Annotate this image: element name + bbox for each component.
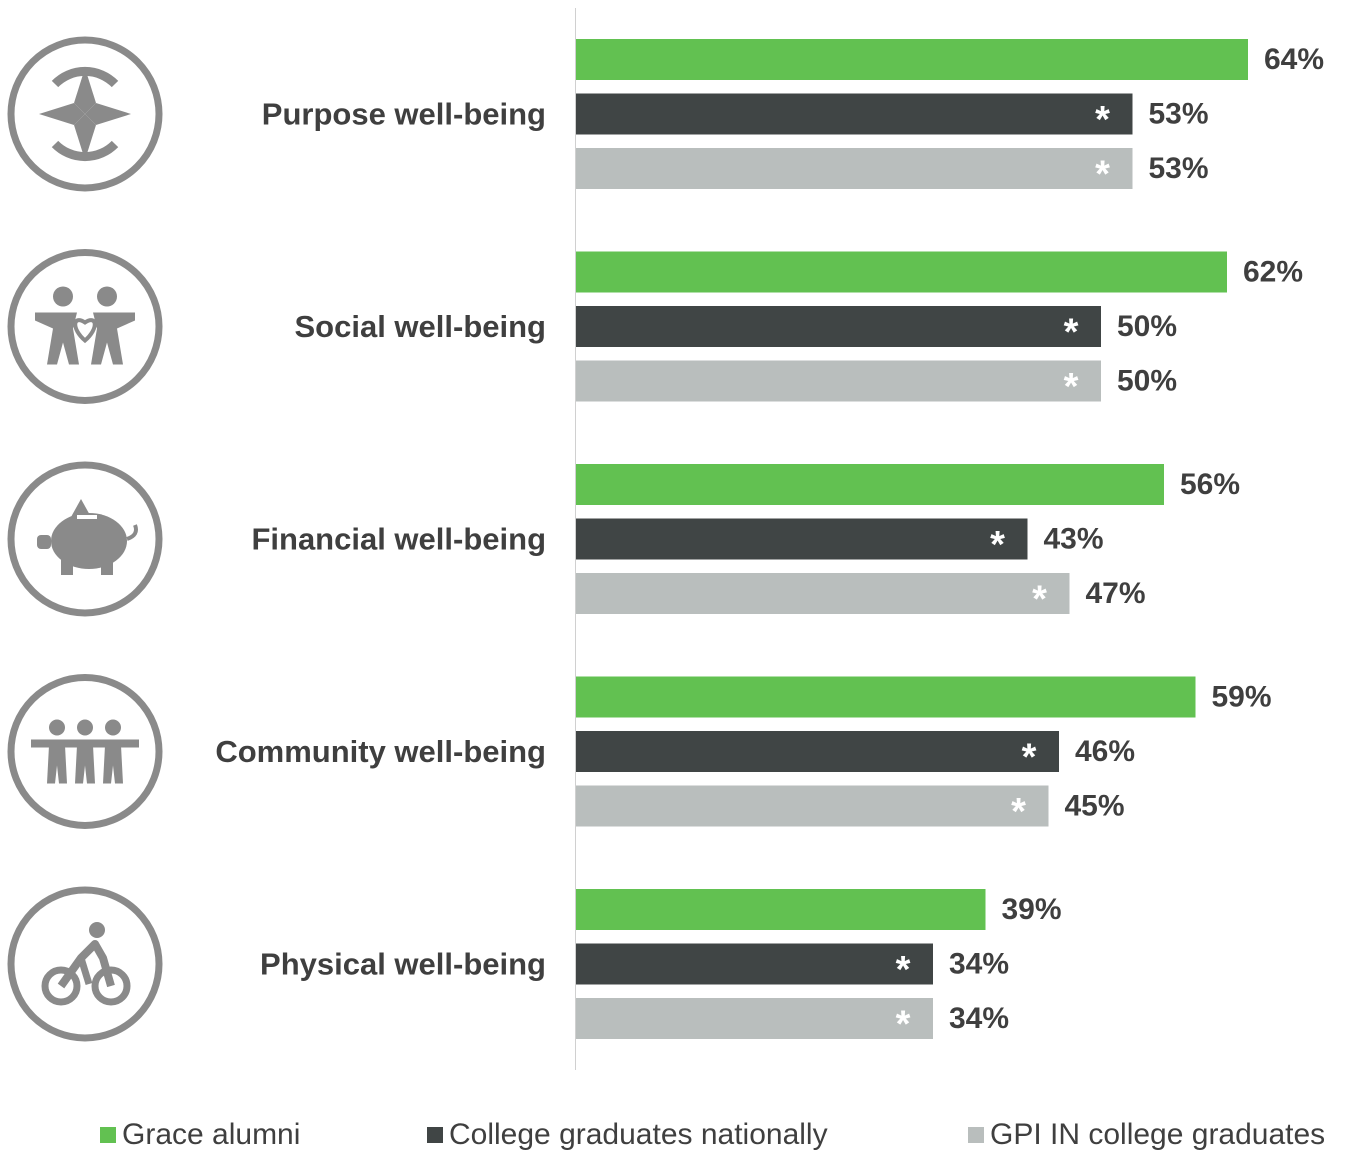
value-label-financial-well-being-gpi-in-college-graduates: 47% xyxy=(1086,577,1146,610)
significance-marker-purpose-well-being-gpi-in-college-graduates: * xyxy=(1095,154,1110,196)
significance-marker-social-well-being-college-graduates-nationally: * xyxy=(1064,312,1079,354)
legend-swatch-college-graduates-nationally xyxy=(427,1127,443,1143)
bar-purpose-well-being-grace-alumni xyxy=(576,39,1248,80)
bars: 64% * 53% * 53% 62% * 50% * 50% 56% * 43% * 47% 59% * 46%… xyxy=(576,39,1324,1046)
significance-marker-physical-well-being-college-graduates-nationally: * xyxy=(896,949,911,991)
bar-community-well-being-grace-alumni xyxy=(576,676,1196,718)
bar-physical-well-being-grace-alumni xyxy=(576,889,986,930)
three-people-icon xyxy=(7,674,163,829)
value-label-social-well-being-grace-alumni: 62% xyxy=(1243,256,1303,289)
compass-icon xyxy=(7,36,163,192)
category-label-physical-well-being: Physical well-being xyxy=(260,947,546,982)
significance-marker-purpose-well-being-college-graduates-nationally: * xyxy=(1095,99,1110,141)
value-label-community-well-being-gpi-in-college-graduates: 45% xyxy=(1065,790,1125,823)
significance-marker-financial-well-being-gpi-in-college-graduates: * xyxy=(1032,579,1047,621)
bar-social-well-being-grace-alumni xyxy=(576,251,1227,293)
bar-chart: Purpose well-being Social well-being Finan… xyxy=(7,8,1324,1070)
piggy-bank-icon xyxy=(7,461,163,617)
significance-marker-community-well-being-college-graduates-nationally: * xyxy=(1022,737,1037,779)
category-label-social-well-being: Social well-being xyxy=(295,309,547,344)
two-people-heart-icon xyxy=(7,249,163,404)
legend-label-grace-alumni: Grace alumni xyxy=(122,1118,301,1151)
significance-marker-physical-well-being-gpi-in-college-graduates: * xyxy=(896,1004,911,1046)
legend-swatch-gpi-in-college-graduates xyxy=(968,1127,984,1143)
bar-purpose-well-being-college-graduates-nationally xyxy=(576,93,1133,135)
legend-item-grace-alumni: Grace alumni xyxy=(100,1118,300,1152)
value-label-purpose-well-being-grace-alumni: 64% xyxy=(1264,43,1324,76)
value-label-physical-well-being-grace-alumni: 39% xyxy=(1002,893,1062,926)
bar-financial-well-being-college-graduates-nationally xyxy=(576,518,1028,560)
bar-physical-well-being-college-graduates-nationally xyxy=(576,943,933,985)
value-label-community-well-being-college-graduates-nationally: 46% xyxy=(1075,735,1135,768)
bar-community-well-being-gpi-in-college-graduates xyxy=(576,785,1049,827)
bar-financial-well-being-gpi-in-college-graduates xyxy=(576,573,1070,614)
significance-marker-social-well-being-gpi-in-college-graduates: * xyxy=(1064,366,1079,408)
value-label-financial-well-being-college-graduates-nationally: 43% xyxy=(1044,523,1104,556)
value-label-community-well-being-grace-alumni: 59% xyxy=(1212,681,1272,714)
value-label-financial-well-being-grace-alumni: 56% xyxy=(1180,468,1240,501)
legend-item-college-graduates-nationally: College graduates nationally xyxy=(427,1118,828,1152)
cyclist-icon xyxy=(7,886,163,1042)
bar-social-well-being-gpi-in-college-graduates xyxy=(576,360,1101,402)
value-label-purpose-well-being-gpi-in-college-graduates: 53% xyxy=(1149,152,1209,185)
bar-financial-well-being-grace-alumni xyxy=(576,464,1164,505)
bar-social-well-being-college-graduates-nationally xyxy=(576,306,1101,347)
significance-marker-community-well-being-gpi-in-college-graduates: * xyxy=(1011,791,1026,833)
value-label-physical-well-being-college-graduates-nationally: 34% xyxy=(949,948,1009,981)
value-label-physical-well-being-gpi-in-college-graduates: 34% xyxy=(949,1002,1009,1035)
value-label-social-well-being-college-graduates-nationally: 50% xyxy=(1117,310,1177,343)
category-label-financial-well-being: Financial well-being xyxy=(251,522,546,557)
bar-physical-well-being-gpi-in-college-graduates xyxy=(576,998,933,1039)
legend-swatch-grace-alumni xyxy=(100,1127,116,1143)
category-icons xyxy=(7,36,163,1042)
bar-community-well-being-college-graduates-nationally xyxy=(576,731,1059,772)
bar-purpose-well-being-gpi-in-college-graduates xyxy=(576,148,1133,189)
legend-label-college-graduates-nationally: College graduates nationally xyxy=(449,1118,828,1151)
value-label-purpose-well-being-college-graduates-nationally: 53% xyxy=(1149,98,1209,131)
legend-label-gpi-in-college-graduates: GPI IN college graduates xyxy=(990,1118,1326,1151)
value-label-social-well-being-gpi-in-college-graduates: 50% xyxy=(1117,365,1177,398)
category-label-purpose-well-being: Purpose well-being xyxy=(262,97,546,132)
category-label-community-well-being: Community well-being xyxy=(215,734,546,769)
legend-item-gpi-in-college-graduates: GPI IN college graduates xyxy=(968,1118,1325,1152)
legend: Grace alumni College graduates nationall… xyxy=(0,1118,1364,1155)
significance-marker-financial-well-being-college-graduates-nationally: * xyxy=(990,524,1005,566)
category-labels: Purpose well-being Social well-being Finan… xyxy=(215,97,546,982)
